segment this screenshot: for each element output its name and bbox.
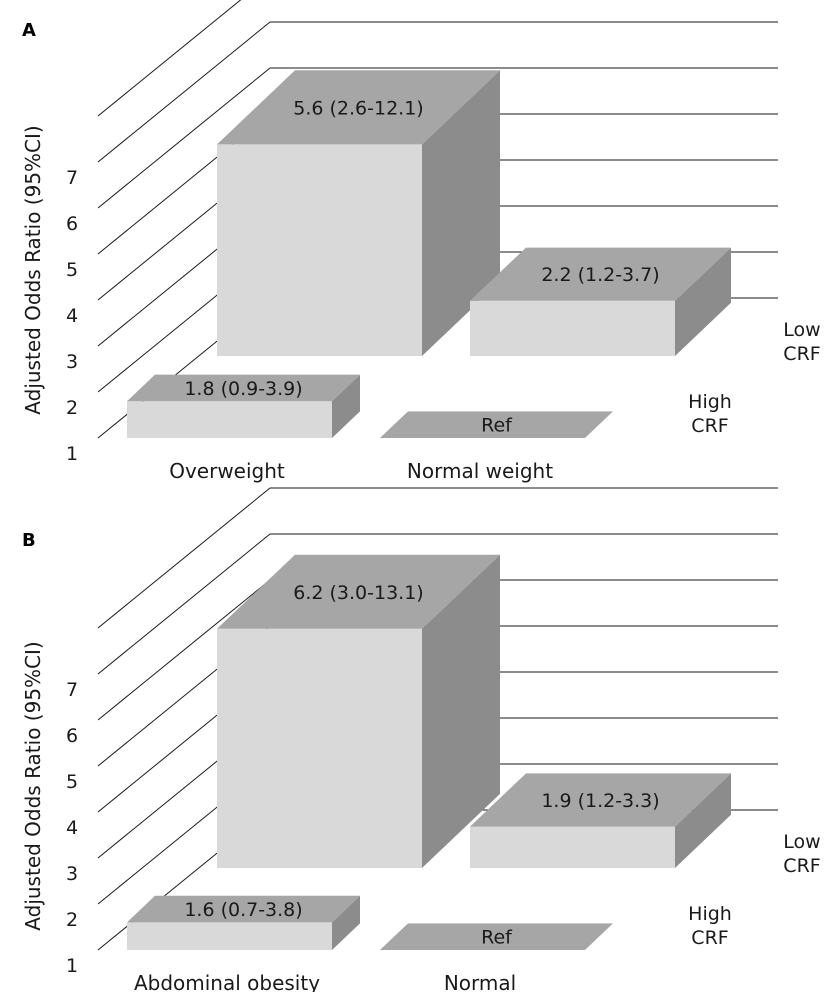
y-axis-label: Adjusted Odds Ratio (95%CI)	[21, 125, 45, 414]
y-axis-label: Adjusted Odds Ratio (95%CI)	[21, 641, 45, 930]
data-label: 5.6 (2.6-12.1)	[293, 97, 423, 119]
series-label: CRF	[691, 927, 728, 949]
y-tick-label: 6	[66, 725, 78, 747]
series-label: High	[688, 903, 732, 925]
data-label: 1.6 (0.7-3.8)	[184, 899, 302, 921]
bar-top-face	[380, 923, 613, 950]
y-tick-label: 7	[66, 167, 78, 189]
bar-side-face	[422, 554, 500, 868]
y-tick-label: 2	[66, 397, 78, 419]
data-label: 1.9 (1.2-3.3)	[541, 790, 659, 812]
y-tick-label: 5	[66, 771, 78, 793]
y-tick-label: 7	[66, 679, 78, 701]
bar-top-face	[470, 247, 731, 301]
y-tick-label: 3	[66, 351, 78, 373]
bar-top-face	[380, 411, 613, 438]
bar-top-face	[217, 70, 500, 145]
bar-top-face	[470, 773, 731, 827]
chart-panel-a: A Adjusted Odds Ratio (95%CI) 1 2 3 4 5 6 7 5.…	[21, 0, 821, 483]
y-tick-label: 4	[66, 817, 78, 839]
x-category-label: Normal weight	[407, 459, 553, 483]
bar-front-face	[470, 826, 675, 868]
bars: 6.2 (3.0-13.1) 1.9 (1.2-3.3) 1.6 (0.7-3.8)…	[127, 554, 731, 950]
y-tick-label: 1	[66, 443, 78, 465]
y-tick-label: 5	[66, 259, 78, 281]
gridline-diagonal	[97, 21, 271, 163]
gridline-diagonal	[97, 487, 271, 629]
bar-front-face	[127, 922, 332, 950]
series-label: Low	[783, 319, 820, 341]
data-label: 2.2 (1.2-3.7)	[541, 264, 659, 286]
gridline-diagonal	[97, 579, 271, 721]
bar-front-face	[127, 401, 332, 438]
panel-letter: A	[22, 20, 36, 41]
x-category-label: Abdominal obesity	[134, 971, 320, 992]
bar-side-face	[332, 895, 360, 950]
x-category-label: Normal	[444, 971, 516, 992]
bar-side-face	[332, 374, 360, 438]
y-tick-label: 3	[66, 863, 78, 885]
data-label: 1.8 (0.9-3.9)	[184, 378, 302, 400]
bar-top-face	[127, 374, 360, 402]
x-category-label: Overweight	[169, 459, 285, 483]
series-label: CRF	[691, 415, 728, 437]
gridline-diagonal	[97, 0, 242, 117]
bar-side-face	[675, 247, 731, 356]
y-tick-label: 2	[66, 909, 78, 931]
bar-top-face	[127, 895, 360, 923]
y-tick-label: 6	[66, 213, 78, 235]
data-label: 6.2 (3.0-13.1)	[293, 582, 423, 604]
bar-side-face	[675, 773, 731, 868]
chart-panel-b: B Adjusted Odds Ratio (95%CI) 1 2 3 4 5 6 7 6.…	[21, 487, 821, 992]
y-tick-label: 1	[66, 955, 78, 977]
y-axis-ticks: 1 2 3 4 5 6 7	[66, 679, 78, 977]
series-label: CRF	[783, 343, 820, 365]
gridline-diagonal	[97, 67, 271, 209]
bar-top-face	[217, 554, 500, 629]
data-label: Ref	[481, 927, 513, 949]
y-axis-ticks: 1 2 3 4 5 6 7	[66, 167, 78, 465]
bar-front-face	[217, 628, 422, 868]
gridline-diagonal	[97, 533, 271, 675]
series-label: High	[688, 391, 732, 413]
bars: 5.6 (2.6-12.1) 2.2 (1.2-3.7) 1.8 (0.9-3.9)…	[127, 70, 731, 438]
panel-letter: B	[22, 530, 36, 551]
data-label: Ref	[481, 415, 513, 437]
series-label: Low	[783, 831, 820, 853]
y-tick-label: 4	[66, 305, 78, 327]
bar-front-face	[217, 144, 422, 356]
bar-front-face	[470, 300, 675, 356]
series-label: CRF	[783, 855, 820, 877]
bar-side-face	[422, 70, 500, 357]
